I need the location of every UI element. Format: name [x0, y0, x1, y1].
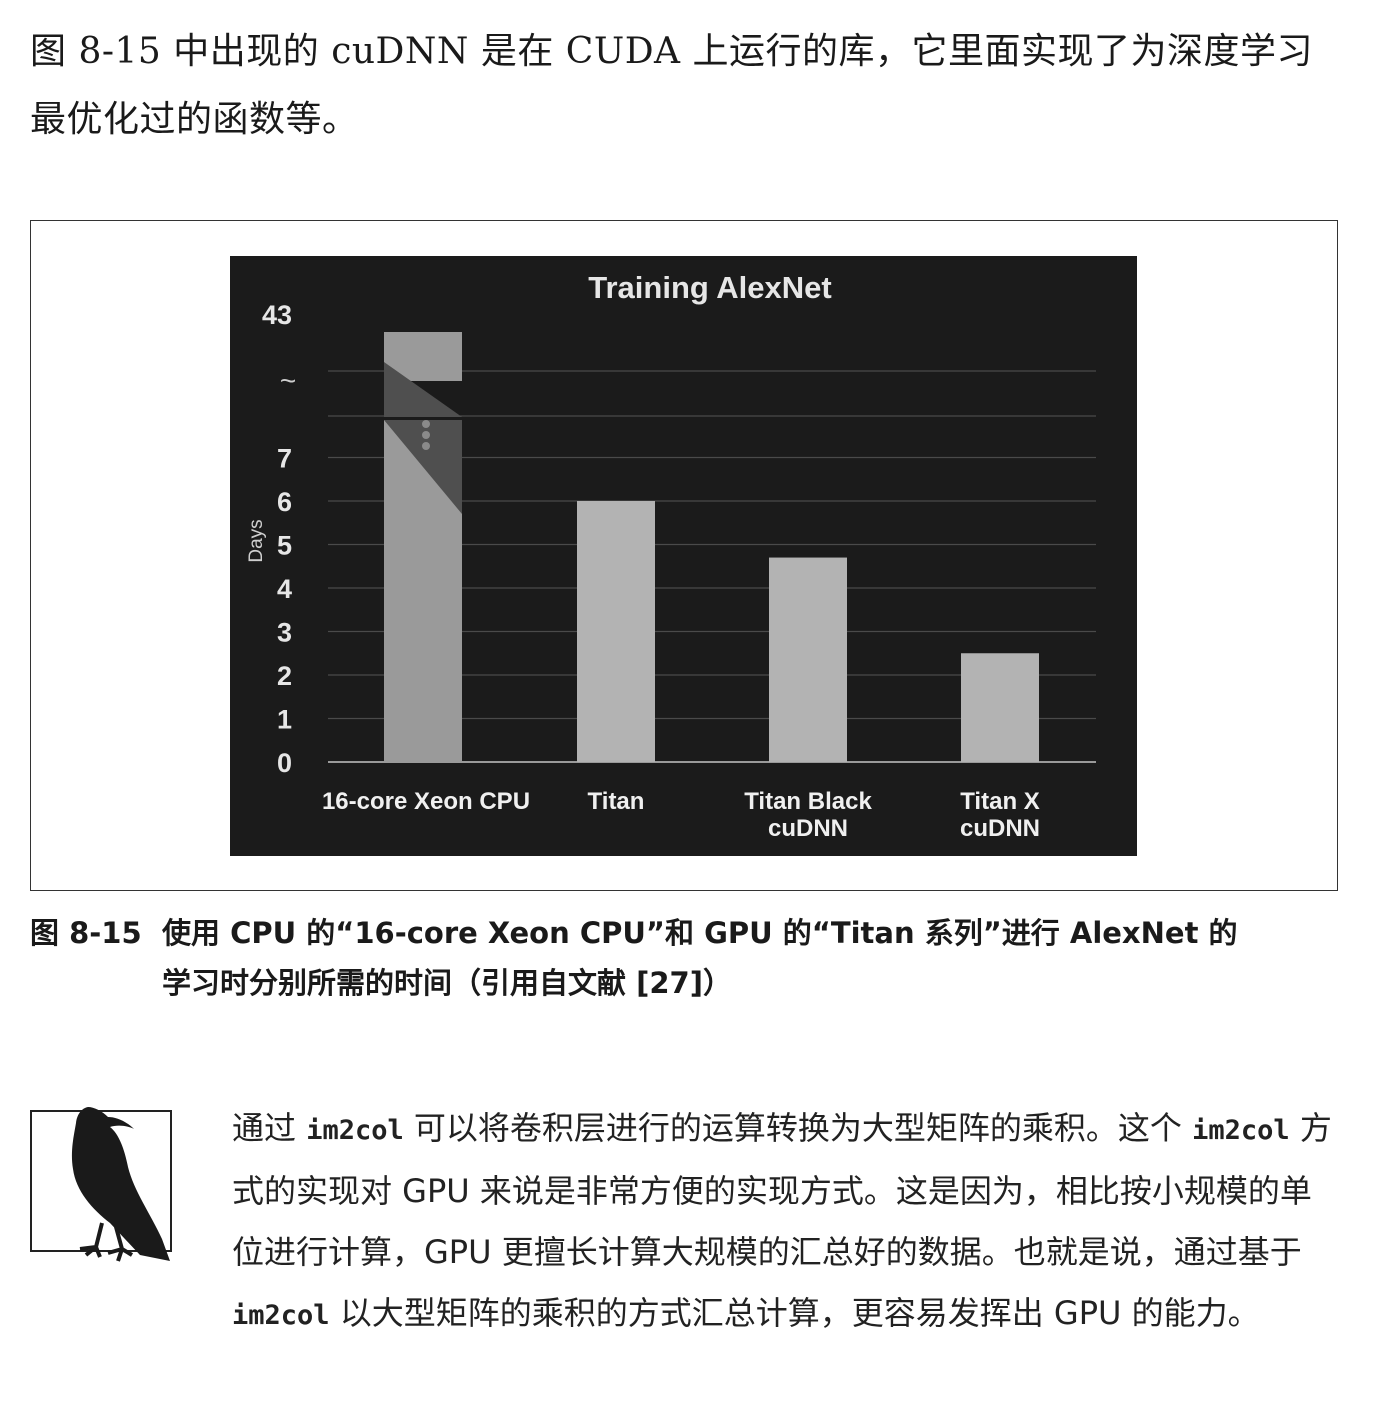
figure-caption: 图 8-15 使用 CPU 的“16-core Xeon CPU”和 GPU 的“…	[30, 908, 1340, 1008]
y-tick-label: 2	[277, 661, 292, 691]
y-tick-label: 4	[277, 574, 292, 604]
note-text-3: 方式的实现对 GPU 来说是非常方便的实现方式。这是因为，相比按小规模的单位进行…	[232, 1109, 1332, 1271]
break-dot	[422, 442, 430, 450]
y-tick-label: 0	[277, 748, 292, 778]
chart-title: Training AlexNet	[588, 270, 831, 305]
y-tick-label: 1	[277, 705, 292, 735]
bar	[961, 653, 1039, 762]
note-code-3: im2col	[232, 1300, 330, 1331]
alexnet-training-chart: Training AlexNet Days 0 1 2 3 4 5 6 7 43 ~ 16-cor…	[230, 256, 1137, 856]
caption-line-1: 使用 CPU 的“16-core Xeon CPU”和 GPU 的“Titan …	[162, 916, 1238, 950]
caption-line-2: 学习时分别所需的时间（引用自文献 [27]）	[162, 966, 732, 1000]
x-category-label: Titan X	[960, 788, 1040, 815]
bar	[769, 557, 847, 762]
y-tick-label: 43	[262, 300, 292, 330]
bird-note-icon	[30, 1107, 172, 1262]
note-code-2: im2col	[1192, 1115, 1290, 1146]
bar-cpu-lower-shade	[384, 420, 462, 514]
chart-background	[230, 256, 1137, 856]
x-category-label: Titan Black	[744, 788, 872, 815]
note-text-1: 通过	[232, 1109, 307, 1147]
figure-number: 图 8-15	[30, 916, 142, 950]
bar-cpu-upper-shade	[384, 362, 462, 417]
note-code-1: im2col	[306, 1115, 404, 1146]
x-category-label: cuDNN	[768, 815, 848, 842]
x-category-label: cuDNN	[960, 815, 1040, 842]
bar	[577, 501, 655, 762]
y-tick-label: 6	[277, 487, 292, 517]
break-dot	[422, 420, 430, 428]
note-text-2: 可以将卷积层进行的运算转换为大型矩阵的乘积。这个	[403, 1109, 1193, 1147]
x-category-label: 16-core Xeon CPU	[322, 788, 530, 815]
break-dot	[422, 431, 430, 439]
axis-break-symbol: ~	[280, 365, 296, 396]
x-category-label: Titan	[588, 788, 645, 815]
note-paragraph: 通过 im2col 可以将卷积层进行的运算转换为大型矩阵的乘积。这个 im2co…	[232, 1098, 1340, 1346]
y-tick-label: 3	[277, 618, 292, 648]
y-tick-label: 5	[277, 531, 292, 561]
figure-frame: Training AlexNet Days 0 1 2 3 4 5 6 7 43 ~ 16-cor…	[30, 220, 1338, 891]
intro-paragraph: 图 8-15 中出现的 cuDNN 是在 CUDA 上运行的库，它里面实现了为深…	[30, 31, 1313, 140]
y-axis-label: Days	[246, 519, 267, 562]
note-text-4: 以大型矩阵的乘积的方式汇总计算，更容易发挥出 GPU 的能力。	[329, 1294, 1260, 1332]
y-tick-label: 7	[277, 444, 292, 474]
